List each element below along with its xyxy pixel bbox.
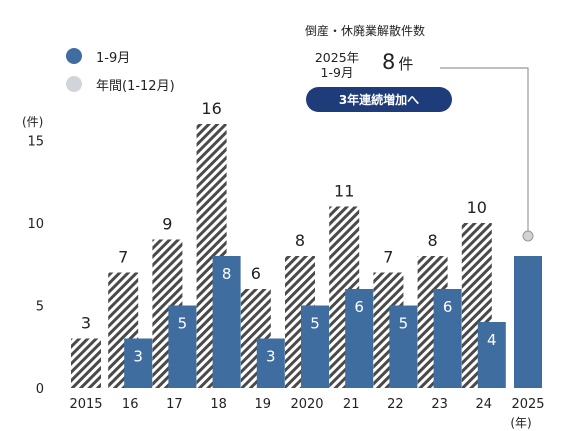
- period-value-label-22: 5: [399, 315, 409, 333]
- period-bar-16: [124, 338, 153, 388]
- annual-value-labels: 3 7 9 16 6 8 11 7 8 10: [81, 99, 487, 333]
- callout-count-value: 8: [382, 50, 397, 74]
- x-tick-label-18: 18: [210, 397, 227, 412]
- period-bar-18: [212, 256, 241, 388]
- x-axis: 2015 16 17 18 19 2020 21 22 23 24 2025: [69, 397, 544, 412]
- period-bar-23: [433, 289, 462, 388]
- period-value-label-23: 6: [443, 298, 453, 316]
- period-bar-2020: [301, 305, 329, 388]
- callout-count-unit: 件: [398, 55, 415, 73]
- legend: 1-9月 年間(1-12月): [66, 42, 175, 98]
- annual-value-label-23: 8: [428, 231, 438, 250]
- period-bar-17: [168, 305, 197, 388]
- x-tick-label-21: 21: [343, 397, 360, 412]
- callout-period: 2025年 1-9月: [306, 50, 368, 80]
- annual-value-label-22: 7: [383, 248, 393, 267]
- period-bar-24: [477, 322, 506, 388]
- callout-year: 2025年: [314, 50, 360, 65]
- period-value-label-18: 8: [222, 265, 232, 283]
- annual-value-label-2015: 3: [81, 314, 91, 333]
- x-tick-label-23: 23: [431, 397, 448, 412]
- period-value-label-19: 3: [266, 348, 276, 366]
- period-bar-22: [389, 305, 418, 388]
- annual-value-label-2020: 8: [295, 231, 305, 250]
- legend-label-period: 1-9月: [96, 50, 131, 66]
- period-value-label-21: 6: [354, 298, 364, 316]
- annual-value-label-24: 10: [467, 198, 487, 217]
- legend-label-annual: 年間(1-12月): [96, 78, 175, 94]
- x-tick-label-17: 17: [166, 397, 183, 412]
- legend-item-period: 1-9月: [66, 42, 175, 70]
- callout-title: 倒産・休廃業解散件数: [304, 24, 425, 38]
- period-bars-series: [124, 256, 542, 388]
- y-axis-unit: (件): [22, 115, 44, 129]
- y-tick-label-5: 5: [36, 300, 44, 315]
- period-bar-2025: [514, 256, 542, 388]
- period-bar-19: [256, 338, 285, 388]
- legend-item-annual: 年間(1-12月): [66, 70, 175, 98]
- x-tick-label-2015: 2015: [69, 397, 102, 412]
- legend-swatch-period: [66, 48, 82, 64]
- y-tick-label-0: 0: [36, 382, 44, 397]
- x-tick-label-22: 22: [387, 397, 404, 412]
- callout-months: 1-9月: [320, 65, 354, 80]
- y-tick-label-15: 15: [27, 135, 44, 150]
- period-value-label-2020: 5: [310, 315, 320, 333]
- annual-value-label-16: 7: [118, 248, 128, 267]
- annual-value-label-17: 9: [162, 215, 172, 234]
- x-tick-label-2025: 2025: [511, 397, 544, 412]
- annual-bar-2015: [71, 338, 101, 388]
- x-tick-label-19: 19: [255, 397, 272, 412]
- legend-swatch-annual: [66, 76, 82, 92]
- callout-leader-dot: [522, 230, 534, 242]
- period-value-labels: 3 5 8 3 5 6 5 6 4: [133, 265, 496, 366]
- trend-badge: 3年連続増加へ: [306, 87, 452, 112]
- callout-connector: [440, 67, 534, 242]
- x-axis-unit: (年): [510, 416, 532, 430]
- y-axis: 0 5 10 15: [27, 135, 44, 398]
- y-tick-label-10: 10: [27, 217, 44, 232]
- annual-value-label-21: 11: [334, 182, 354, 201]
- x-tick-label-24: 24: [476, 397, 493, 412]
- annual-value-label-19: 6: [251, 264, 261, 283]
- annual-value-label-18: 16: [201, 99, 221, 118]
- period-value-label-24: 4: [487, 331, 497, 349]
- x-tick-label-16: 16: [122, 397, 139, 412]
- period-value-label-16: 3: [133, 348, 143, 366]
- x-tick-label-2020: 2020: [290, 397, 323, 412]
- period-bar-21: [345, 289, 374, 388]
- period-value-label-17: 5: [178, 315, 188, 333]
- callout-leader-line: [440, 67, 529, 231]
